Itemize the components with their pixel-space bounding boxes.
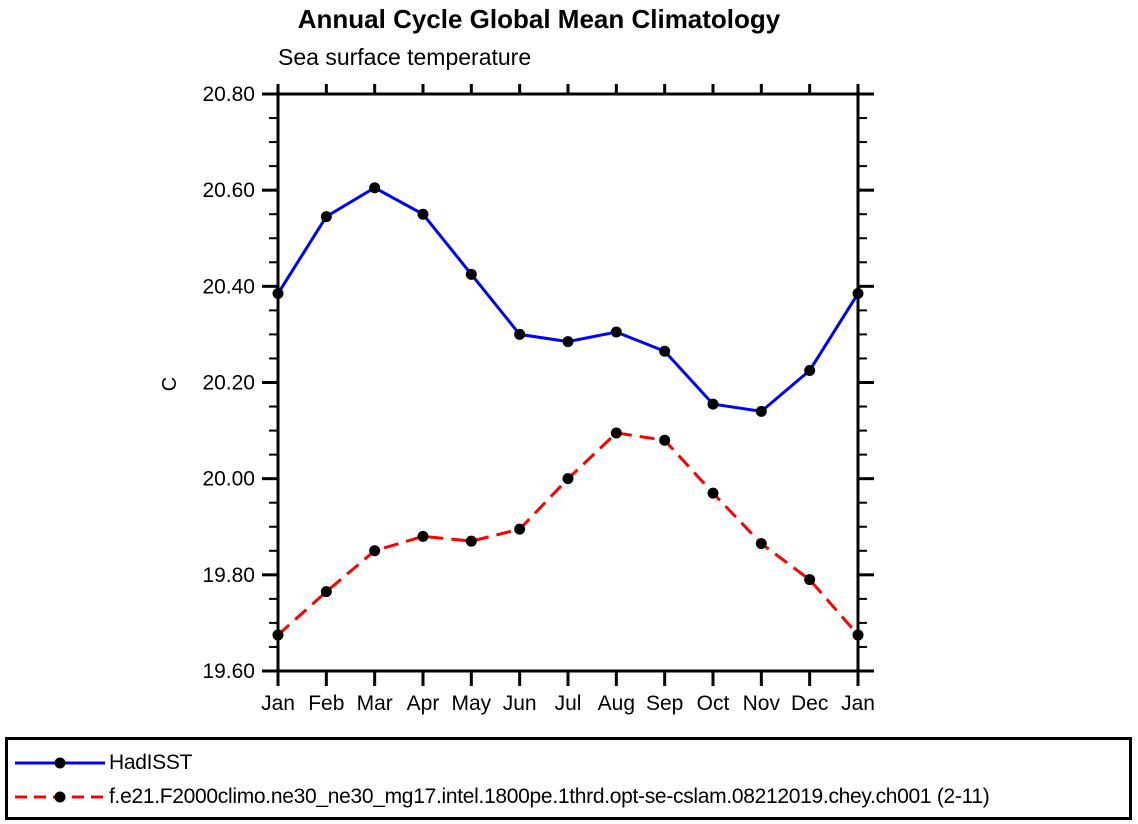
legend-label: HadISST — [109, 751, 193, 774]
data-point-marker — [755, 405, 767, 417]
data-point-marker — [417, 530, 429, 542]
data-point-marker — [804, 574, 816, 586]
x-tick-label: Jul — [555, 692, 582, 715]
series-line-0 — [276, 186, 860, 413]
x-tick-label: Sep — [646, 692, 683, 715]
x-tick-label: May — [451, 692, 491, 715]
data-point-marker — [707, 487, 719, 499]
x-tick-label: Jan — [261, 692, 295, 715]
y-tick-label: 20.80 — [202, 83, 255, 106]
data-point-marker — [852, 288, 864, 300]
data-point-marker — [320, 211, 332, 223]
data-point-marker — [610, 427, 622, 439]
legend-label: f.e21.F2000climo.ne30_ne30_mg17.intel.18… — [109, 785, 990, 808]
y-tick-label: 20.20 — [202, 372, 255, 395]
data-point-marker — [514, 328, 526, 340]
data-point-marker — [272, 288, 284, 300]
x-tick-label: Feb — [308, 692, 344, 715]
data-point-marker — [562, 336, 574, 348]
x-tick-label: Dec — [791, 692, 828, 715]
x-tick-label: Aug — [598, 692, 635, 715]
x-tick-label: Jan — [841, 692, 875, 715]
data-point-marker — [804, 364, 816, 376]
x-tick-label: Nov — [743, 692, 781, 715]
y-tick-label: 20.40 — [202, 275, 255, 298]
chart-title: Annual Cycle Global Mean Climatology — [297, 4, 781, 34]
x-tick-label: Apr — [407, 692, 440, 715]
data-point-marker — [755, 538, 767, 550]
x-tick-label: Mar — [357, 692, 393, 715]
legend: HadISST f.e21.F2000climo.ne30_ne30_mg17.… — [5, 737, 1132, 820]
data-point-marker — [369, 182, 381, 194]
legend-line-sample-dashed-icon — [15, 791, 105, 803]
data-point-marker — [852, 629, 864, 641]
data-point-marker — [514, 523, 526, 535]
legend-line-sample-solid-icon — [15, 757, 105, 769]
x-tick-label: Oct — [697, 692, 730, 715]
data-point-marker — [659, 345, 671, 357]
x-tick-label: Jun — [503, 692, 537, 715]
data-point-marker — [369, 545, 381, 557]
series-line-1 — [276, 431, 860, 637]
data-point-marker — [465, 535, 477, 547]
legend-item-model-run: f.e21.F2000climo.ne30_ne30_mg17.intel.18… — [14, 785, 990, 809]
data-point-marker — [417, 208, 429, 220]
data-point-marker — [272, 629, 284, 641]
data-point-marker — [320, 586, 332, 598]
chart-subtitle: Sea surface temperature — [278, 44, 532, 70]
y-axis-label: C — [159, 377, 181, 391]
data-point-marker — [562, 473, 574, 485]
plot-frame — [276, 92, 860, 673]
data-point-marker — [610, 326, 622, 338]
legend-item-hadisst: HadISST — [14, 751, 192, 775]
y-tick-label: 19.60 — [202, 660, 255, 683]
data-point-marker — [707, 398, 719, 410]
data-point-marker — [465, 268, 477, 280]
y-tick-label: 20.60 — [202, 179, 255, 202]
line-chart: 19.60 19.80 20.00 20.20 20.40 20.60 20.80 Jan Fe… — [159, 83, 875, 715]
y-tick-label: 19.80 — [202, 564, 255, 587]
y-tick-label: 20.00 — [202, 468, 255, 491]
data-point-marker — [659, 434, 671, 446]
